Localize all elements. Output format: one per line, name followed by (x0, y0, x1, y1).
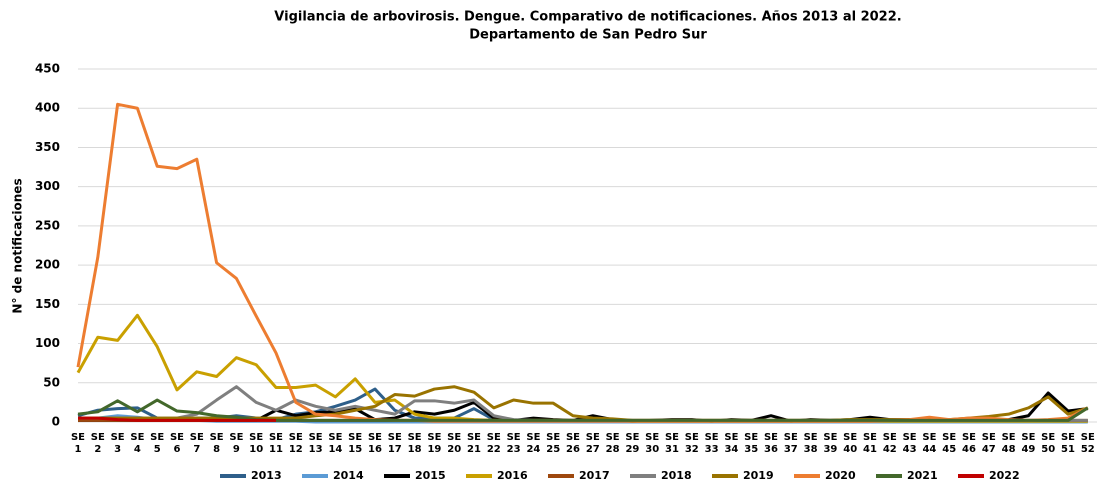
x-tick-label: SE 3 (111, 432, 125, 455)
series-line (76, 102, 1089, 423)
x-tick-label: SE 1 (71, 432, 85, 455)
y-tick-label: 100 (35, 336, 60, 350)
legend-label: 2022 (989, 469, 1020, 481)
x-tick-label: SE 49 (1021, 432, 1035, 455)
x-tick-label: SE 38 (804, 432, 818, 455)
y-tick-label: 250 (35, 218, 60, 232)
chart-subtitle: Departamento de San Pedro Sur (469, 28, 707, 43)
legend-label: 2018 (661, 469, 692, 481)
x-tick-label: SE 50 (1041, 432, 1055, 455)
x-tick-label: SE 42 (883, 432, 897, 455)
series-line (77, 398, 1089, 422)
series-line (78, 416, 276, 422)
x-tick-label: SE 32 (685, 432, 699, 455)
y-axis-title: N° de notificaciones (11, 178, 25, 313)
x-tick-label: SE 43 (903, 432, 917, 455)
y-tick-label: 450 (35, 62, 60, 76)
x-tick-label: SE 6 (170, 432, 184, 455)
x-tick-label: SE 22 (487, 432, 501, 455)
x-tick-label: SE 33 (705, 432, 719, 455)
x-tick-label: SE 8 (210, 432, 224, 455)
x-tick-label: SE 17 (388, 432, 402, 455)
y-tick-label: 350 (35, 140, 60, 154)
x-tick-label: SE 24 (526, 432, 540, 455)
x-tick-label: SE 4 (130, 432, 144, 455)
x-tick-label: SE 16 (368, 432, 382, 455)
legend-label: 2016 (497, 469, 528, 481)
legend-label: 2014 (333, 469, 364, 481)
x-tick-label: SE 2 (91, 432, 105, 455)
x-tick-label: SE 52 (1081, 432, 1095, 455)
x-tick-label: SE 14 (328, 432, 342, 455)
x-tick-label: SE 21 (467, 432, 481, 455)
legend-label: 2015 (415, 469, 446, 481)
y-tick-label: 0 (52, 415, 60, 429)
y-tick-label: 200 (35, 258, 60, 272)
x-tick-label: SE 18 (408, 432, 422, 455)
chart-title: Vigilancia de arbovirosis. Dengue. Compa… (274, 10, 901, 25)
series-line (76, 313, 1088, 423)
x-tick-label: SE 26 (566, 432, 580, 455)
y-tick-label: 50 (43, 375, 60, 389)
x-tick-label: SE 23 (507, 432, 521, 455)
x-tick-label: SE 34 (724, 432, 738, 455)
x-tick-label: SE 15 (348, 432, 362, 455)
x-tick-label: SE 19 (427, 432, 441, 455)
x-tick-label: SE 12 (289, 432, 303, 455)
x-tick-label: SE 36 (764, 432, 778, 455)
legend-label: 2021 (907, 469, 938, 481)
x-tick-label: SE 29 (625, 432, 639, 455)
y-tick-label: 150 (35, 297, 60, 311)
x-tick-label: SE 20 (447, 432, 461, 455)
x-tick-label: SE 25 (546, 432, 560, 455)
legend-label: 2020 (825, 469, 856, 481)
legend-label: 2019 (743, 469, 774, 481)
x-tick-label: SE 41 (863, 432, 877, 455)
x-tick-label: SE 10 (249, 432, 263, 455)
x-tick-label: SE 47 (982, 432, 996, 455)
legend-label: 2017 (579, 469, 610, 481)
y-tick-label: 400 (35, 101, 60, 115)
x-tick-label: SE 48 (1002, 432, 1016, 455)
x-tick-label: SE 39 (823, 432, 837, 455)
x-tick-label: SE 11 (269, 432, 283, 455)
x-tick-label: SE 35 (744, 432, 758, 455)
x-tick-label: SE 5 (150, 432, 164, 455)
x-tick-label: SE 51 (1061, 432, 1075, 455)
legend-label: 2013 (251, 469, 282, 481)
x-tick-label: SE 9 (229, 432, 243, 455)
x-tick-label: SE 37 (784, 432, 798, 455)
x-tick-label: SE 28 (606, 432, 620, 455)
x-tick-label: SE 30 (645, 432, 659, 455)
x-tick-label: SE 46 (962, 432, 976, 455)
y-tick-label: 300 (35, 179, 60, 193)
x-tick-label: SE 13 (309, 432, 323, 455)
x-tick-label: SE 44 (922, 432, 936, 455)
x-tick-label: SE 27 (586, 432, 600, 455)
x-tick-label: SE 40 (843, 432, 857, 455)
x-tick-label: SE 7 (190, 432, 204, 455)
x-tick-label: SE 31 (665, 432, 679, 455)
x-tick-label: SE 45 (942, 432, 956, 455)
